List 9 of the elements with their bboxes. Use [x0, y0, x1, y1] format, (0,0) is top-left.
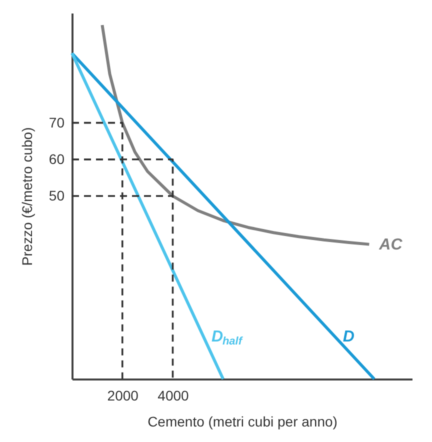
x-tick-label: 4000: [158, 388, 190, 404]
x-tick-label: 2000: [107, 388, 139, 404]
series-label: AC: [378, 236, 403, 254]
y-tick-label: 50: [48, 188, 65, 204]
y-tick-label: 70: [48, 114, 65, 130]
series-label: D: [342, 328, 355, 346]
y-axis-title: Prezzo (€/metro cubo): [18, 127, 35, 266]
y-tick-label: 60: [48, 150, 65, 167]
x-axis-title: Cemento (metri cubi per anno): [148, 414, 338, 430]
